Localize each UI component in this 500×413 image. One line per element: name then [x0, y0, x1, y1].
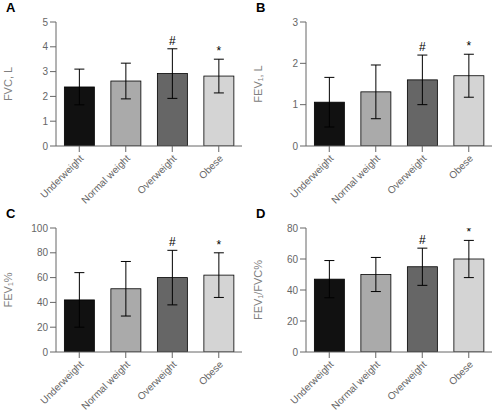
svg-text:40: 40 [37, 297, 49, 308]
svg-text:Normal weight: Normal weight [329, 153, 382, 206]
svg-text:0: 0 [42, 141, 48, 152]
svg-text:*: * [217, 238, 222, 252]
svg-text:80: 80 [287, 223, 299, 234]
svg-text:20: 20 [287, 316, 299, 327]
svg-text:*: * [467, 228, 472, 239]
svg-text:#: # [169, 34, 176, 48]
svg-text:FEV₁/FVC%: FEV₁/FVC% [252, 260, 264, 320]
svg-text:3: 3 [42, 66, 48, 77]
svg-text:0: 0 [42, 347, 48, 358]
svg-text:Normal weight: Normal weight [79, 153, 132, 206]
html-text:C: C [6, 206, 16, 221]
svg-text:0: 0 [292, 141, 298, 152]
svg-text:4: 4 [42, 41, 48, 52]
svg-text:2: 2 [42, 91, 48, 102]
svg-text:#: # [419, 40, 426, 54]
svg-text:Normal weight: Normal weight [329, 359, 382, 412]
svg-text:80: 80 [37, 247, 49, 258]
svg-text:60: 60 [37, 272, 49, 283]
svg-text:Overweight: Overweight [135, 359, 179, 403]
svg-text:FVC, L: FVC, L [8, 67, 14, 101]
svg-text:*: * [217, 44, 222, 58]
svg-text:Obese: Obese [447, 152, 476, 181]
svg-text:60: 60 [287, 254, 299, 265]
svg-text:FEV₁%: FEV₁% [8, 272, 14, 307]
svg-text:Underweight: Underweight [288, 359, 336, 407]
svg-text:100: 100 [31, 223, 48, 234]
svg-text:Obese: Obese [197, 358, 226, 387]
html-text:B: B [256, 0, 266, 15]
svg-text:5: 5 [42, 17, 48, 28]
svg-text:Obese: Obese [447, 358, 476, 387]
svg-text:FEV₁, L: FEV₁, L [252, 65, 264, 102]
svg-text:Underweight: Underweight [38, 359, 86, 407]
svg-text:1: 1 [292, 99, 298, 110]
svg-text:*: * [467, 39, 472, 53]
svg-text:#: # [169, 235, 176, 249]
svg-text:2: 2 [292, 58, 298, 69]
svg-text:0: 0 [292, 347, 298, 358]
svg-text:#: # [419, 233, 426, 247]
svg-text:Underweight: Underweight [38, 153, 86, 201]
html-text:A: A [6, 0, 16, 15]
svg-text:Underweight: Underweight [288, 153, 336, 201]
svg-text:Overweight: Overweight [135, 153, 179, 197]
svg-text:20: 20 [37, 322, 49, 333]
svg-text:Overweight: Overweight [385, 359, 429, 403]
svg-text:1: 1 [42, 116, 48, 127]
svg-text:Obese: Obese [197, 152, 226, 181]
svg-text:Overweight: Overweight [385, 153, 429, 197]
svg-text:40: 40 [287, 285, 299, 296]
html-text:D: D [256, 206, 266, 221]
svg-text:Normal weight: Normal weight [79, 359, 132, 412]
svg-text:3: 3 [292, 17, 298, 28]
